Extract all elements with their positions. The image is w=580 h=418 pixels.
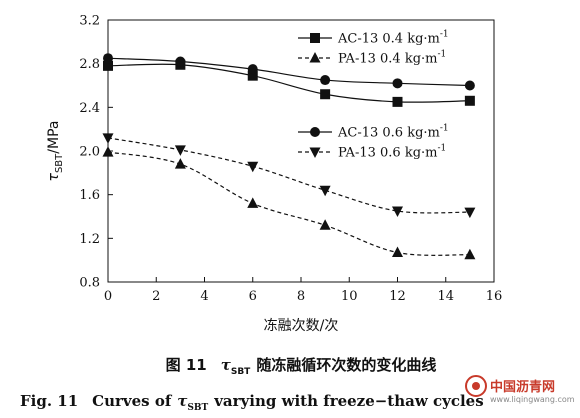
legend-label-0: AC-13 0.4 kg·m-1: [337, 30, 449, 47]
data-point-series-1: [464, 248, 476, 260]
y-tick-label: 0.8: [79, 276, 100, 291]
series-line-0: [107, 63, 470, 103]
data-point-series-1: [392, 246, 403, 258]
y-axis-title-subscript: SBT: [54, 153, 65, 173]
y-tick-label: 2.8: [79, 57, 100, 72]
legend-label-text: AC-13 0.6 kg·m: [337, 126, 440, 141]
x-tick-label: 14: [437, 289, 454, 304]
y-tick-label: 2.0: [79, 145, 100, 160]
data-point-series-0: [103, 60, 113, 71]
data-point-series-0: [320, 89, 331, 100]
data-point-series-2: [103, 53, 113, 64]
data-point-series-0: [464, 95, 475, 106]
watermark-logo-icon: [465, 375, 487, 397]
caption-cn-rest: 随冻融循环次数的变化曲线: [256, 356, 436, 374]
caption-en-mid: Curves of: [92, 392, 173, 410]
axes-ticks: 0 2 4 6 8 10 12 14 16 0.8 1.2 1.6 2.0 2.4 2.8 3.2: [79, 14, 502, 305]
legend-label-text: PA-13 0.6 kg·m: [338, 146, 437, 161]
x-tick-label: 8: [297, 289, 305, 304]
x-tick-label: 16: [486, 289, 503, 304]
legend-label-superscript: -1: [440, 124, 449, 134]
legend-label-text: PA-13 0.4 kg·m: [338, 52, 437, 67]
series-line-3: [107, 137, 470, 214]
data-point-series-3: [174, 145, 186, 156]
x-tick-label: 12: [389, 289, 406, 304]
data-point-series-3: [464, 207, 476, 219]
legend-label-1: PA-13 0.4 kg·m-1: [338, 50, 446, 67]
watermark-name: 中国沥青网: [490, 379, 555, 395]
legend-label-superscript: -1: [437, 50, 446, 60]
data-point-series-1: [319, 219, 331, 230]
caption-en-rest: varying with freeze−thaw cycles: [213, 392, 483, 410]
data-point-series-3: [319, 185, 331, 197]
data-point-series-2: [247, 64, 258, 75]
data-point-series-2: [320, 75, 331, 86]
y-tick-label: 1.6: [79, 188, 100, 203]
caption-cn-sub: SBT: [231, 367, 251, 377]
legend-label-superscript: -1: [440, 30, 449, 40]
x-tick-label: 2: [152, 289, 160, 304]
x-tick-label: 10: [341, 289, 358, 304]
series-line-2: [107, 57, 470, 87]
watermark-url: www.liqingwang.com: [490, 395, 575, 404]
data-point-series-2: [392, 78, 403, 89]
caption-en: Fig. 11 Curves of τSBT varying with freeze−…: [20, 392, 484, 413]
legend-marker-1: [309, 52, 321, 63]
data-point-series-0: [392, 96, 403, 107]
legend: AC-13 0.4 kg·m-1PA-13 0.4 kg·m-1AC-13 0.…: [298, 30, 449, 161]
legend-marker-2: [310, 127, 320, 137]
legend-label-2: AC-13 0.6 kg·m-1: [337, 124, 449, 141]
caption-cn-prefix: 图 11: [166, 356, 207, 374]
data-point-series-1: [174, 158, 186, 169]
data-point-series-2: [464, 80, 475, 91]
x-tick-label: 4: [200, 289, 208, 304]
y-axis-title-unit: /MPa: [46, 121, 62, 154]
caption-en-prefix: Fig. 11: [20, 392, 78, 410]
legend-label-superscript: -1: [437, 144, 446, 154]
data-point-series-1: [102, 146, 114, 157]
x-axis-title: 冻融次数/次: [264, 317, 339, 334]
data-point-series-3: [102, 133, 114, 144]
legend-marker-0: [310, 33, 320, 43]
caption-en-sub: SBT: [187, 403, 208, 413]
watermark-logo-dot: [472, 382, 480, 390]
watermark: 中国沥青网 www.liqingwang.com: [465, 375, 575, 404]
x-tick-label: 0: [104, 289, 112, 304]
legend-label-3: PA-13 0.6 kg·m-1: [338, 144, 446, 161]
data-point-series-2: [175, 56, 186, 67]
series-line-1: [107, 151, 470, 256]
legend-label-text: AC-13 0.4 kg·m: [337, 32, 440, 47]
y-axis-title-symbol: τ: [46, 172, 62, 181]
x-tick-label: 6: [249, 289, 257, 304]
data-point-series-0: [247, 70, 258, 81]
y-tick-label: 2.4: [79, 101, 100, 116]
y-tick-label: 1.2: [79, 232, 100, 247]
caption-cn: 图 11 τSBT 随冻融循环次数的变化曲线: [166, 356, 437, 377]
data-point-series-1: [247, 197, 259, 208]
data-point-series-3: [247, 161, 259, 173]
data-point-series-3: [392, 206, 403, 218]
y-tick-label: 3.2: [79, 14, 100, 29]
legend-marker-3: [309, 147, 321, 158]
caption-en-tau: τ: [177, 392, 188, 410]
caption-cn-tau: τ: [221, 356, 232, 374]
series-layer: [102, 53, 476, 260]
y-axis-title: τSBT/MPa: [46, 121, 65, 182]
